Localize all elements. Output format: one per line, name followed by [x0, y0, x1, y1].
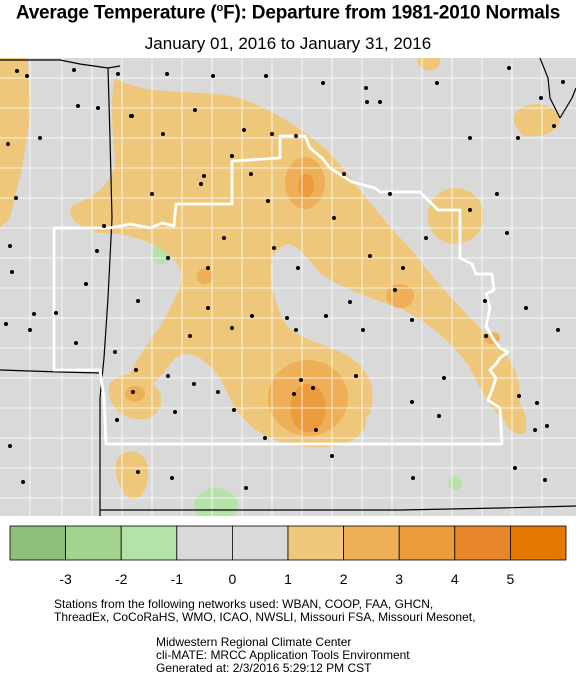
legend-bin-7: [398, 525, 456, 561]
legend-label-0: -3: [59, 571, 72, 587]
legend-label-4: 1: [284, 571, 292, 587]
warm-area-north-central: [70, 78, 520, 445]
color-legend: -3 -2 -1 0 1 2 3 4 5: [9, 525, 567, 587]
legend-bin-1: [65, 525, 122, 561]
legend-label-5: 2: [340, 571, 348, 587]
credits-networks-line1: Stations from the following networks use…: [54, 597, 434, 611]
map-subtitle: January 01, 2016 to January 31, 2016: [144, 34, 432, 53]
cool-area-south: [194, 488, 238, 516]
credits-generated: Generated at: 2/3/2016 5:29:12 PM CST: [156, 661, 372, 675]
legend-bin-0: [9, 525, 66, 561]
legend-bin-6: [343, 525, 400, 561]
warm-area-far-west: [0, 58, 30, 228]
legend-label-6: 3: [395, 571, 403, 587]
station-dots: [4, 66, 565, 490]
state-line-west-vertical: [99, 67, 113, 516]
legend-label-1: -2: [115, 571, 128, 587]
credits: Stations from the following networks use…: [54, 598, 475, 675]
credits-networks-line2: ThreadEx, CoCoRaHS, WMO, ICAO, NWSLI, Mi…: [54, 610, 476, 624]
warm-area-north-top: [417, 58, 441, 71]
state-line-northeast: [539, 58, 561, 119]
warm-2-west: [197, 268, 213, 284]
legend-bins: [9, 525, 567, 561]
cool-area-southeast: [448, 476, 462, 490]
credits-tool: cli-MATE: MRCC Application Tools Environ…: [156, 648, 410, 662]
warm-area-south-small: [115, 451, 149, 499]
warm-area-east-south: [500, 388, 527, 435]
state-line-north: [0, 59, 121, 69]
state-line-south: [100, 505, 576, 511]
legend-bin-2: [120, 525, 178, 561]
legend-bin-3: [176, 525, 233, 561]
credits-org: Midwestern Regional Climate Center: [156, 635, 352, 649]
temperature-departure-map: [0, 58, 576, 516]
legend-label-3: 0: [229, 571, 237, 587]
legend-label-7: 4: [451, 571, 459, 587]
state-line-southwest: [0, 369, 101, 374]
warm-area-northeast: [513, 103, 560, 137]
legend-label-2: -1: [171, 571, 184, 587]
legend-bin-8: [454, 525, 511, 561]
legend-bin-5: [287, 525, 344, 561]
state-boundaries: [0, 58, 576, 516]
warm-2-southwest: [125, 386, 145, 402]
map-title: Average Temperature (oF): Departure from…: [15, 2, 561, 24]
legend-label-8: 5: [507, 571, 515, 587]
focus-state-outline: [52, 134, 510, 446]
warm-area-east-circle: [427, 188, 484, 244]
legend-bin-4: [231, 525, 289, 561]
legend-labels: -3 -2 -1 0 1 2 3 4 5: [59, 571, 514, 587]
warm-3-north: [298, 174, 314, 198]
state-line-east: [559, 87, 576, 119]
legend-bin-9: [509, 525, 567, 561]
